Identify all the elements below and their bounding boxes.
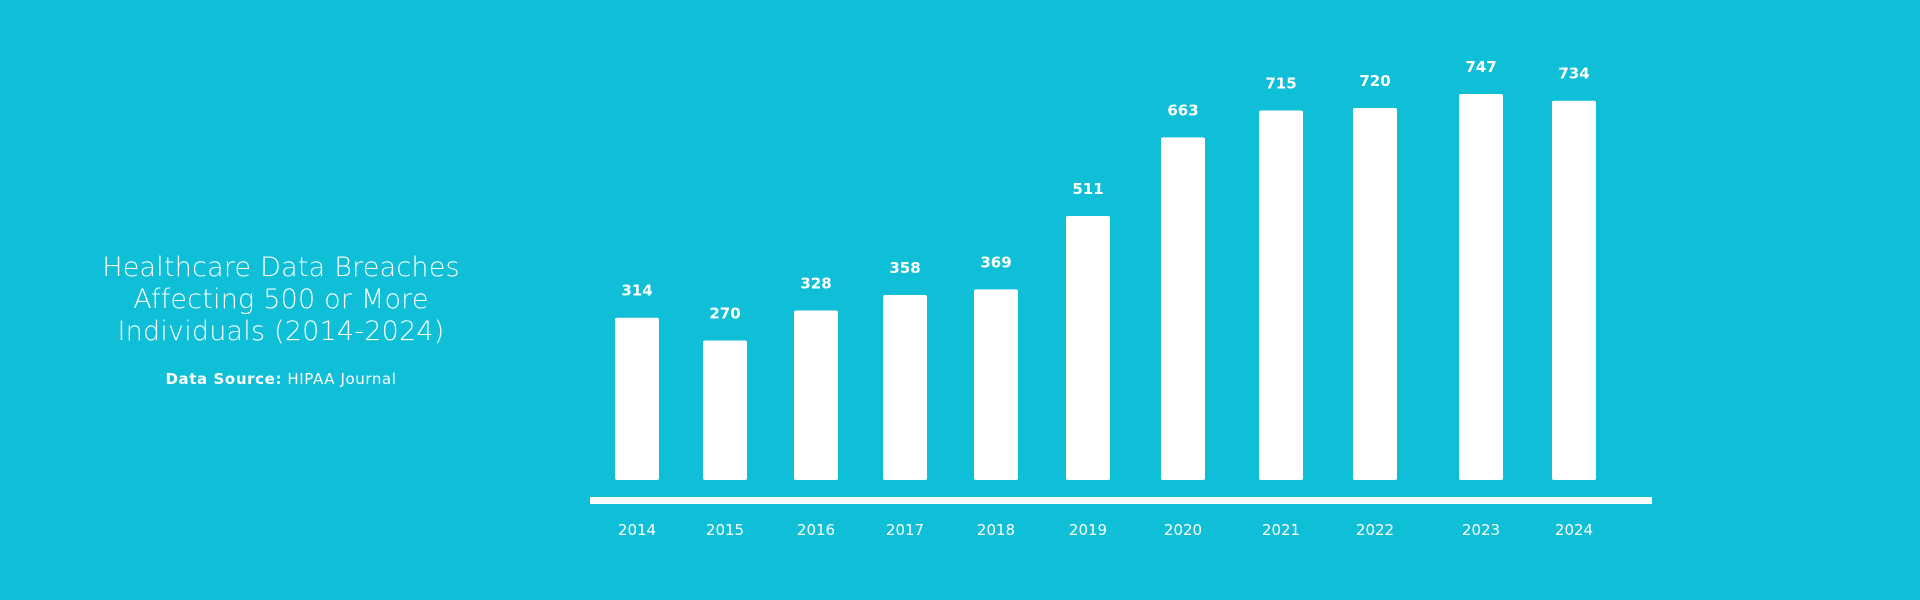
x-tick-label-2018: 2018 xyxy=(977,521,1015,539)
chart-title: Healthcare Data Breaches Affecting 500 o… xyxy=(0,252,562,348)
bar-2024 xyxy=(1552,100,1596,481)
chart-title-block: Healthcare Data Breaches Affecting 500 o… xyxy=(0,252,562,388)
chart-title-line-2: Affecting 500 or More xyxy=(133,284,429,315)
x-tick-label-2023: 2023 xyxy=(1462,521,1500,539)
x-tick-label-2020: 2020 xyxy=(1164,521,1202,539)
bar-2021 xyxy=(1259,110,1303,481)
bar-2018 xyxy=(974,289,1018,480)
x-axis-baseline xyxy=(590,497,1652,504)
value-label-2017: 358 xyxy=(889,259,920,277)
x-tick-label-2022: 2022 xyxy=(1356,521,1394,539)
value-label-2014: 314 xyxy=(621,282,652,300)
x-tick-label-2015: 2015 xyxy=(706,521,744,539)
chart-title-line-3: Individuals (2014-2024) xyxy=(117,316,445,347)
value-label-2021: 715 xyxy=(1265,75,1296,93)
data-source: Data Source: HIPAA Journal xyxy=(0,370,562,388)
bar-2015 xyxy=(703,340,747,480)
value-label-2016: 328 xyxy=(800,275,831,293)
bar-2017 xyxy=(883,295,927,480)
x-tick-label-2016: 2016 xyxy=(797,521,835,539)
value-label-2015: 270 xyxy=(709,304,740,322)
x-tick-label-2019: 2019 xyxy=(1069,521,1107,539)
bar-2022 xyxy=(1353,107,1397,480)
x-tick-label-2021: 2021 xyxy=(1262,521,1300,539)
x-tick-label-2024: 2024 xyxy=(1555,521,1593,539)
data-source-value: HIPAA Journal xyxy=(287,370,397,388)
bar-2014 xyxy=(615,317,659,480)
value-label-2023: 747 xyxy=(1465,58,1496,76)
x-tick-label-2017: 2017 xyxy=(886,521,924,539)
bar-2020 xyxy=(1161,137,1205,480)
x-tick-labels-group: 2014 2015 2016 2017 2018 2019 2020 2021 2022 2023… xyxy=(618,521,1593,539)
x-tick-label-2014: 2014 xyxy=(618,521,656,539)
chart-title-line-1: Healthcare Data Breaches xyxy=(102,252,460,283)
value-labels-group: 314 270 328 358 369 511 663 715 720 747 734 xyxy=(621,58,1589,322)
value-label-2018: 369 xyxy=(980,253,1011,271)
bar-2019 xyxy=(1066,215,1110,480)
value-label-2024: 734 xyxy=(1558,65,1589,83)
bar-2023 xyxy=(1459,94,1503,480)
value-label-2019: 511 xyxy=(1072,180,1103,198)
value-label-2020: 663 xyxy=(1167,101,1198,119)
bar-2016 xyxy=(794,310,838,480)
data-source-label: Data Source: xyxy=(165,370,282,388)
bars-group xyxy=(615,94,1596,481)
value-label-2022: 720 xyxy=(1359,72,1390,90)
